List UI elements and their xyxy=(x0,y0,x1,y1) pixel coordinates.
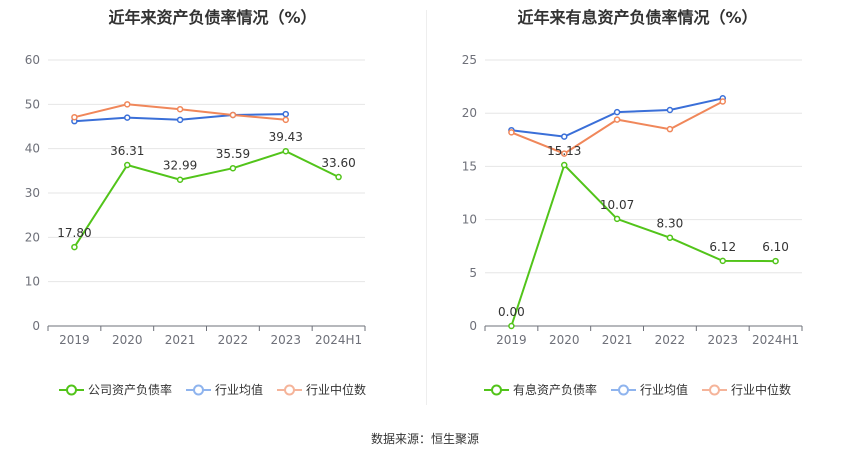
legend-marker-icon xyxy=(610,384,636,395)
x-tick-label: 2021 xyxy=(602,333,633,347)
y-tick-label: 20 xyxy=(25,230,40,244)
y-tick-label: 50 xyxy=(25,97,40,111)
data-point xyxy=(772,257,779,265)
plot-area-right: 0 5 10 15 20 25 2019 2020 2021 2022 2023 2024H1 0.00… xyxy=(462,53,803,347)
legend-item[interactable]: 行业均值 xyxy=(185,381,263,398)
chart-title-left: 近年来资产负债率情况（%） xyxy=(108,8,317,27)
legend-label: 行业均值 xyxy=(214,383,263,397)
x-tick-label: 2021 xyxy=(165,333,196,347)
data-point xyxy=(176,176,184,183)
data-point xyxy=(561,133,568,140)
y-tick-label: 10 xyxy=(462,213,477,227)
y-tick-label: 25 xyxy=(462,53,477,67)
data-point xyxy=(229,164,237,172)
y-tick-label: 60 xyxy=(25,53,40,67)
data-label: 36.31 xyxy=(110,144,144,158)
panel-divider xyxy=(426,10,427,405)
data-source-note: 数据来源：恒生聚源 xyxy=(370,432,479,446)
legend-item[interactable]: 行业均值 xyxy=(610,381,688,398)
data-point xyxy=(613,116,621,123)
data-point xyxy=(561,161,568,169)
x-tick-label: 2023 xyxy=(707,333,738,347)
y-tick-label: 15 xyxy=(462,159,477,173)
x-tick-label: 2023 xyxy=(270,333,301,347)
y-tick-label: 20 xyxy=(462,106,477,120)
x-tick-label: 2019 xyxy=(59,333,90,347)
x-tick-label: 2022 xyxy=(218,333,249,347)
series-line xyxy=(510,163,776,327)
data-point xyxy=(124,114,131,121)
data-point xyxy=(282,116,289,124)
data-label: 6.12 xyxy=(709,240,736,254)
data-point xyxy=(71,113,78,121)
data-point xyxy=(666,234,674,241)
legend-label: 行业均值 xyxy=(639,383,688,397)
data-point xyxy=(335,173,342,181)
data-point xyxy=(124,161,131,169)
data-point xyxy=(71,243,78,251)
legend-item[interactable]: 行业中位数 xyxy=(702,381,791,398)
data-point xyxy=(613,108,621,116)
data-point xyxy=(282,147,289,155)
data-label: 8.30 xyxy=(657,217,684,231)
chart-right: 近年来有息资产负债率情况（%） 0 5 10 15 20 25 2019 2020 2021 20… xyxy=(425,0,850,420)
data-point xyxy=(229,111,237,119)
data-label: 39.43 xyxy=(269,130,303,144)
data-point xyxy=(508,129,515,136)
y-tick-label: 40 xyxy=(25,142,40,156)
legend-item[interactable]: 公司资产负债率 xyxy=(58,381,172,398)
chart-left: 近年来资产负债率情况（%） 0 10 20 30 40 50 60 2019 2020 2021 2… xyxy=(0,0,425,420)
data-point xyxy=(561,150,568,157)
data-point xyxy=(508,322,515,330)
legend-marker-icon xyxy=(483,384,509,395)
legend-label: 有息资产负债率 xyxy=(512,383,597,397)
y-tick-label: 5 xyxy=(469,266,477,280)
y-tick-label: 10 xyxy=(25,275,40,289)
data-point xyxy=(282,110,289,118)
x-tick-label: 2020 xyxy=(112,333,143,347)
y-tick-label: 30 xyxy=(25,186,40,200)
data-label: 33.60 xyxy=(321,156,355,170)
y-tick-label: 0 xyxy=(32,319,40,333)
series-line xyxy=(73,150,340,248)
legend-item[interactable]: 有息资产负债率 xyxy=(483,381,597,398)
data-label: 32.99 xyxy=(163,159,197,173)
plot-area-left: 0 10 20 30 40 50 60 2019 2020 2021 2022 2023 2024H1 1… xyxy=(25,53,366,347)
legend-marker-icon xyxy=(185,384,211,395)
data-label: 15.13 xyxy=(547,144,581,158)
legend-right: 有息资产负债率 行业均值 行业中位数 xyxy=(425,381,850,398)
legend-label: 行业中位数 xyxy=(306,383,367,397)
x-tick-label: 2020 xyxy=(549,333,580,347)
data-point xyxy=(666,106,674,114)
legend-marker-icon xyxy=(702,384,727,395)
x-tick-label: 2019 xyxy=(496,333,527,347)
legend-marker-icon xyxy=(58,384,84,395)
data-point xyxy=(613,215,621,223)
x-tick-label: 2024H1 xyxy=(315,333,362,347)
data-label: 17.80 xyxy=(57,226,91,240)
data-point xyxy=(719,98,726,105)
data-label: 35.59 xyxy=(216,147,250,161)
x-tick-label: 2024H1 xyxy=(752,333,799,347)
data-point xyxy=(176,116,184,124)
data-point xyxy=(176,105,184,113)
chart-title-right: 近年来有息资产负债率情况（%） xyxy=(517,8,758,27)
data-label: 6.10 xyxy=(762,240,789,254)
data-point xyxy=(666,125,674,133)
data-point xyxy=(124,101,131,108)
y-tick-label: 0 xyxy=(469,319,477,333)
data-point xyxy=(719,257,726,265)
legend-marker-icon xyxy=(277,384,302,395)
legend-label: 公司资产负债率 xyxy=(87,383,172,397)
x-tick-label: 2022 xyxy=(655,333,686,347)
legend-label: 行业中位数 xyxy=(731,383,792,397)
legend-left: 公司资产负债率 行业均值 行业中位数 xyxy=(0,381,425,398)
legend-item[interactable]: 行业中位数 xyxy=(277,381,366,398)
data-label: 10.07 xyxy=(600,198,634,212)
data-label: 0.00 xyxy=(498,305,525,319)
